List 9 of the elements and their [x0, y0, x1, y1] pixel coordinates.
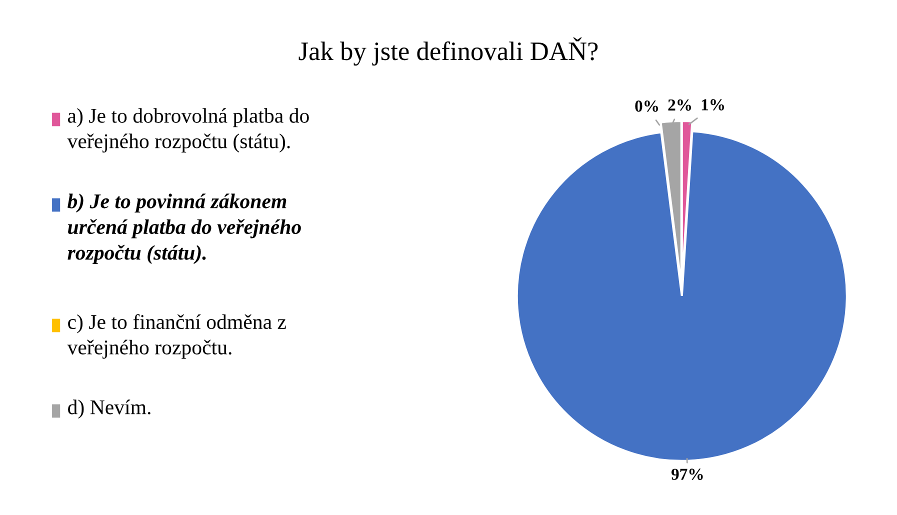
text: 0%	[635, 100, 658, 112]
data-label: 2%	[668, 99, 691, 111]
legend-label: b) Je to povinná zákonem určená platba do veřejného rozpočtu (státu).	[68, 194, 301, 264]
chart-title: Jak by jste definovali DAŇ?	[298, 37, 598, 66]
data-label: 1%	[702, 99, 724, 110]
legend-label: c) Je to finanční odměna z veřejného rozpočtu.	[67, 314, 286, 359]
data-label: 97%	[671, 468, 703, 480]
legend-label: a) Je to dobrovolná platba do veřejného rozpočtu (státu).	[67, 108, 309, 153]
legend-label: d) Nevím.	[68, 400, 150, 419]
